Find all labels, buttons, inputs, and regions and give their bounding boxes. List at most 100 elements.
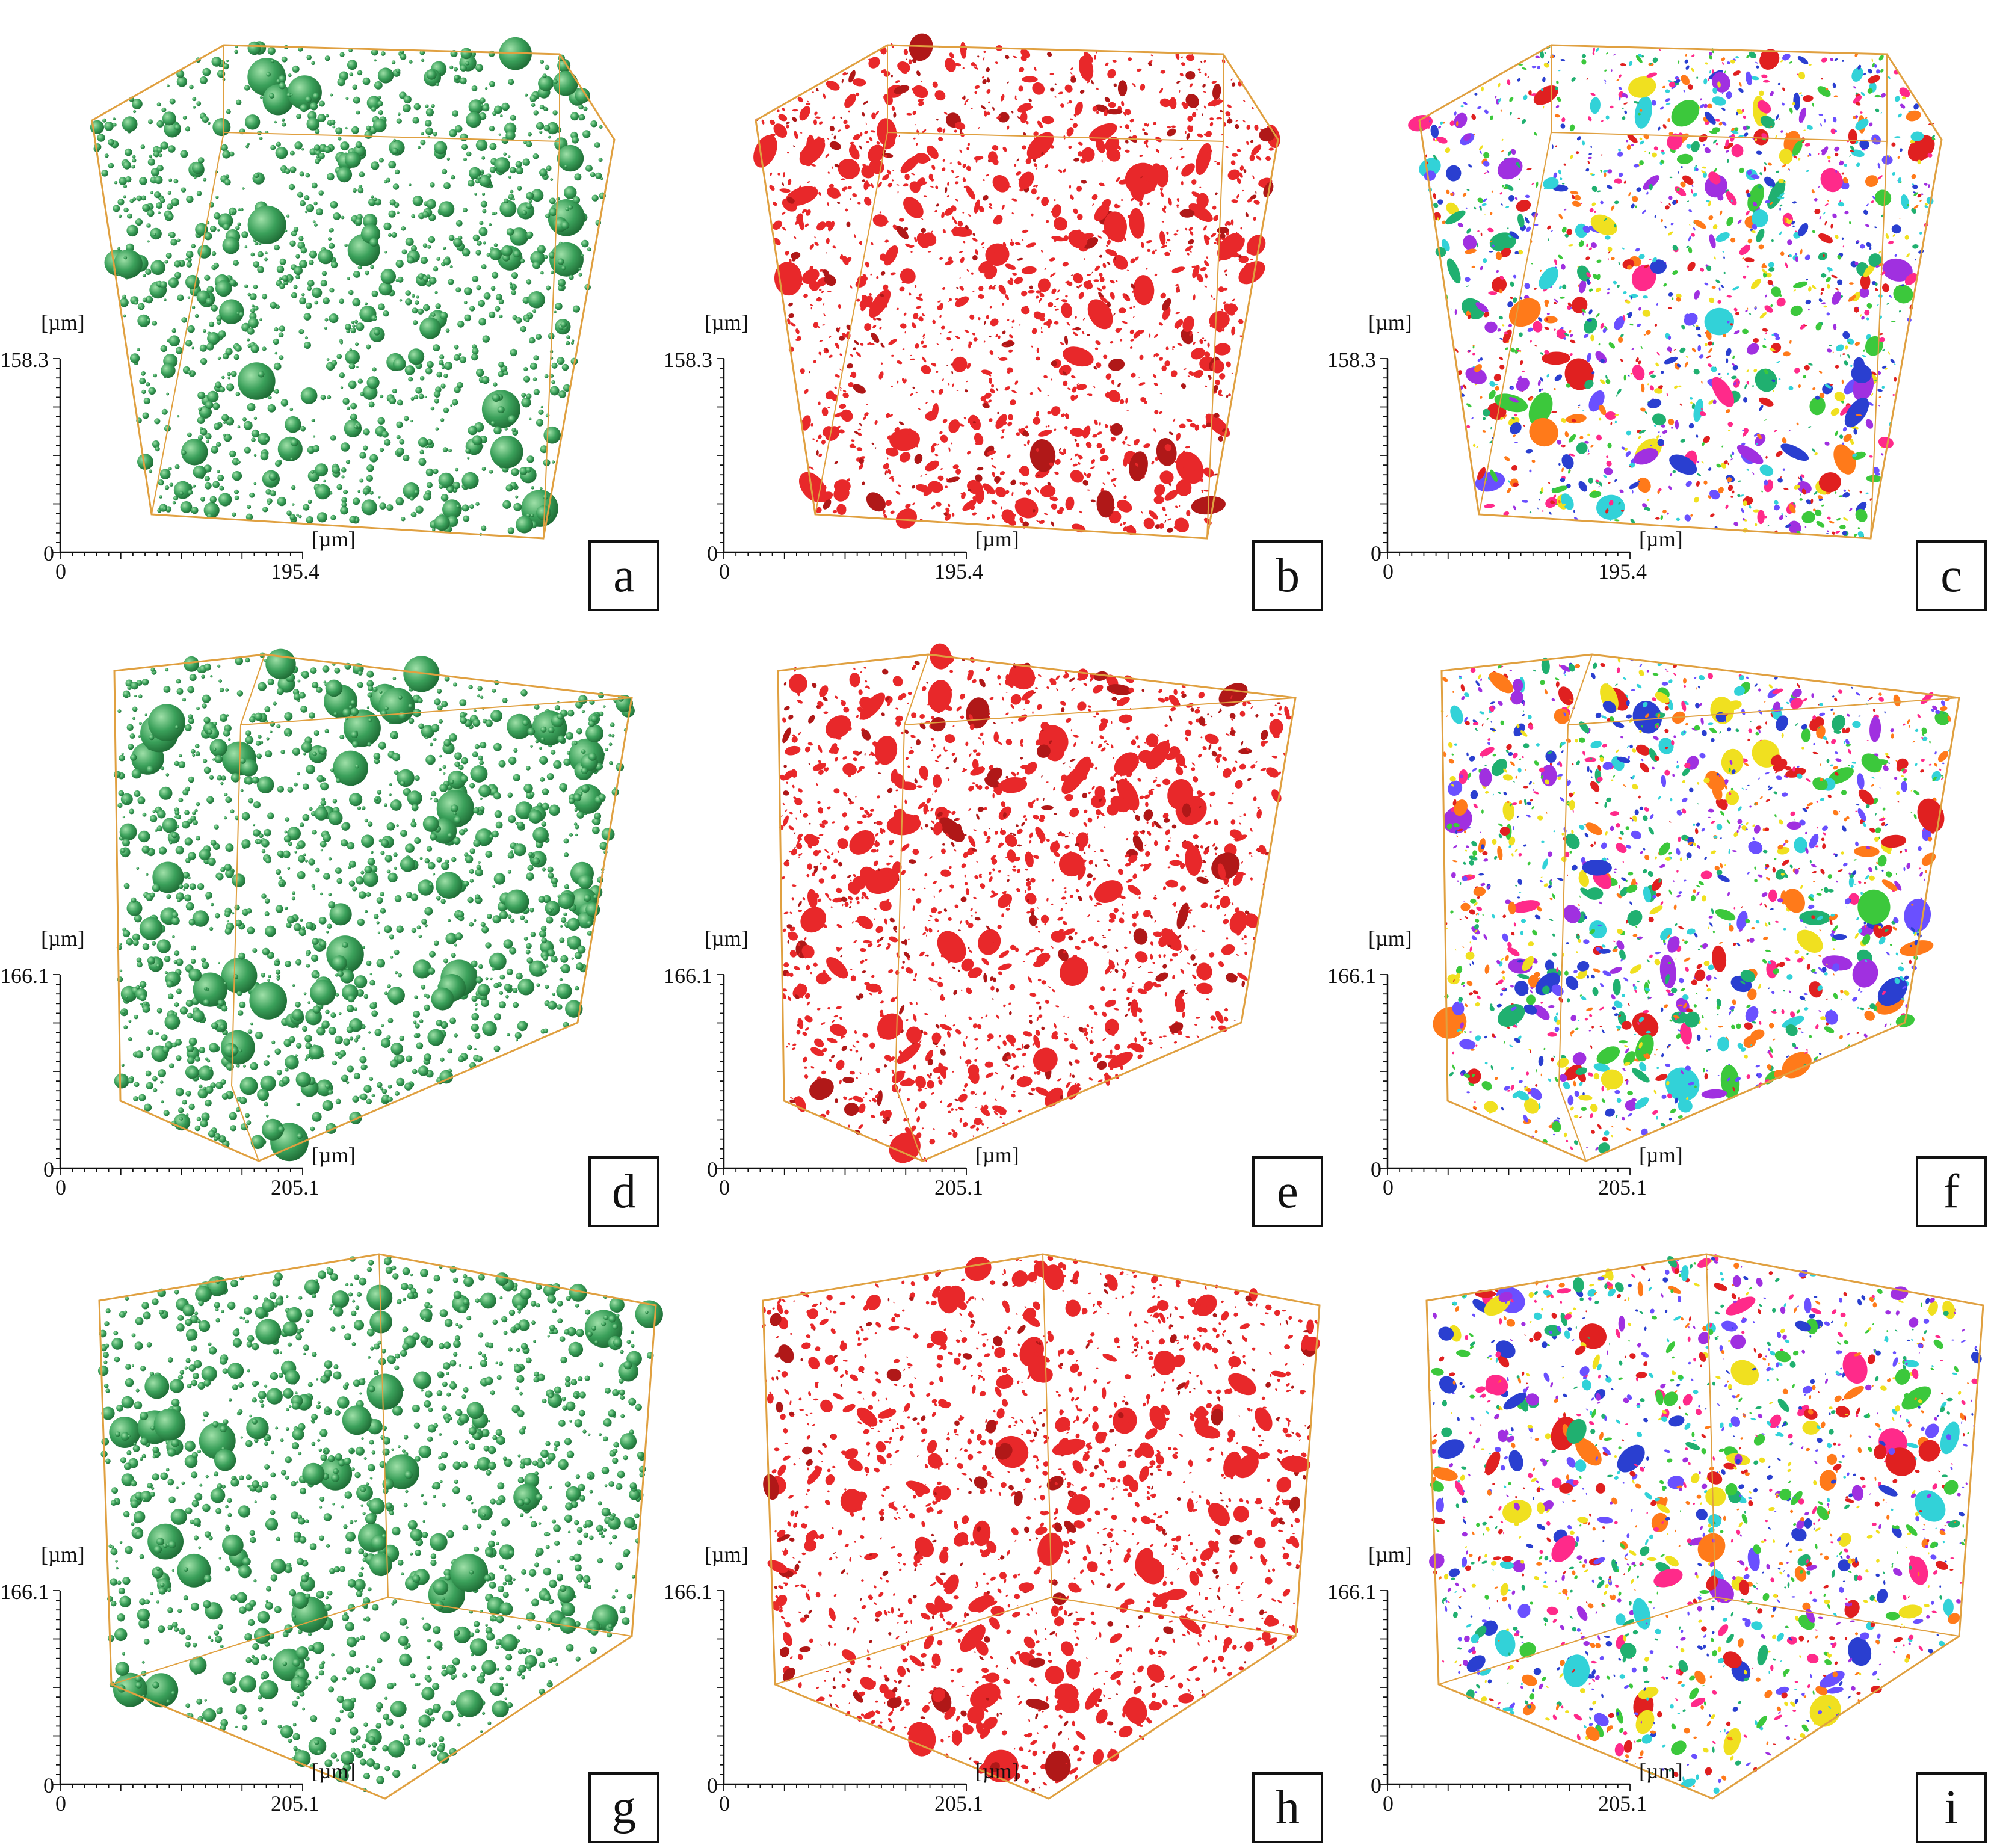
x-axis-max-label: 205.1 bbox=[1598, 1175, 1647, 1200]
y-axis-origin-label: 0 bbox=[1371, 541, 1381, 565]
axes-g bbox=[53, 1590, 303, 1791]
panel-g: [µm] 166.1 0 0 [µm] 205.1 g bbox=[0, 1232, 664, 1848]
volume-render-d bbox=[53, 648, 635, 1175]
x-axis-unit: [µm] bbox=[312, 1759, 356, 1783]
x-axis-unit: [µm] bbox=[1639, 1759, 1683, 1783]
x-axis-max-label: 205.1 bbox=[934, 1791, 983, 1816]
y-axis-max-label: 166.1 bbox=[0, 1580, 49, 1604]
x-axis-origin-label: 0 bbox=[1383, 559, 1394, 584]
x-axis-origin-label: 0 bbox=[55, 1791, 66, 1816]
panel-letter-e: e bbox=[1252, 1156, 1323, 1227]
x-axis-unit: [µm] bbox=[1639, 1143, 1683, 1167]
y-axis-origin-label: 0 bbox=[43, 541, 54, 565]
y-axis-origin-label: 0 bbox=[707, 1773, 718, 1797]
bounding-box-b bbox=[755, 44, 1279, 540]
volume-render-e bbox=[717, 643, 1297, 1175]
x-axis-origin-label: 0 bbox=[55, 559, 66, 584]
x-axis-unit: [µm] bbox=[1639, 527, 1683, 551]
y-axis-max-label: 166.1 bbox=[664, 1580, 712, 1604]
bounding-box-a bbox=[91, 44, 616, 540]
y-axis-origin-label: 0 bbox=[43, 1773, 54, 1797]
volume-render-h bbox=[717, 1253, 1321, 1800]
panel-letter-c: c bbox=[1916, 540, 1987, 611]
y-axis-max-label: 166.1 bbox=[0, 964, 49, 988]
bounding-box-c bbox=[1418, 44, 1943, 540]
bounding-box-d bbox=[113, 653, 633, 1162]
panel-letter-b: b bbox=[1252, 540, 1323, 611]
volume-render-f bbox=[1380, 653, 1960, 1175]
bounding-box-h bbox=[762, 1253, 1321, 1800]
y-axis-unit: [µm] bbox=[41, 310, 85, 334]
particle-cloud-h bbox=[762, 1255, 1320, 1791]
y-axis-unit: [µm] bbox=[705, 310, 749, 334]
panel-letter-a: a bbox=[588, 540, 659, 611]
y-axis-origin-label: 0 bbox=[1371, 1773, 1381, 1797]
y-axis-max-label: 166.1 bbox=[1327, 1580, 1376, 1604]
particle-cloud-c bbox=[1408, 46, 1936, 538]
axes-e bbox=[717, 974, 967, 1175]
particle-cloud-f bbox=[1433, 657, 1951, 1154]
volume-render-b bbox=[717, 33, 1280, 559]
panel-letter-d: d bbox=[588, 1156, 659, 1227]
panel-c: [µm] 158.3 0 0 [µm] 195.4 c bbox=[1327, 0, 1991, 616]
y-axis-origin-label: 0 bbox=[707, 541, 718, 565]
axes-b bbox=[717, 358, 967, 559]
x-axis-max-label: 205.1 bbox=[1598, 1791, 1647, 1816]
y-axis-origin-label: 0 bbox=[43, 1157, 54, 1181]
y-axis-max-label: 158.3 bbox=[0, 348, 49, 372]
bounding-box-g bbox=[98, 1253, 657, 1800]
y-axis-max-label: 166.1 bbox=[1327, 964, 1376, 988]
y-axis-unit: [µm] bbox=[1368, 1542, 1412, 1566]
y-axis-unit: [µm] bbox=[41, 1542, 85, 1566]
x-axis-max-label: 205.1 bbox=[934, 1175, 983, 1200]
x-axis-origin-label: 0 bbox=[1383, 1175, 1394, 1200]
axes-h bbox=[717, 1590, 967, 1791]
x-axis-origin-label: 0 bbox=[719, 1175, 730, 1200]
axes-f bbox=[1380, 974, 1631, 1175]
particle-cloud-g bbox=[97, 1255, 663, 1793]
x-axis-origin-label: 0 bbox=[1383, 1791, 1394, 1816]
y-axis-unit: [µm] bbox=[705, 926, 749, 950]
x-axis-unit: [µm] bbox=[975, 527, 1019, 551]
x-axis-unit: [µm] bbox=[312, 1143, 356, 1167]
volume-render-c bbox=[1380, 44, 1943, 559]
y-axis-max-label: 166.1 bbox=[664, 964, 712, 988]
x-axis-max-label: 205.1 bbox=[271, 1791, 319, 1816]
panel-h: [µm] 166.1 0 0 [µm] 205.1 h bbox=[664, 1232, 1327, 1848]
panel-letter-h: h bbox=[1252, 1772, 1323, 1843]
particle-cloud-e bbox=[777, 643, 1292, 1163]
volume-render-g bbox=[53, 1253, 663, 1800]
volume-render-i bbox=[1380, 1253, 1984, 1800]
panel-d: [µm] 166.1 0 0 [µm] 205.1 d bbox=[0, 616, 664, 1232]
panel-a: [µm] 158.3 0 0 [µm] 195.4 a bbox=[0, 0, 664, 616]
particle-cloud-d bbox=[113, 648, 635, 1162]
x-axis-origin-label: 0 bbox=[55, 1175, 66, 1200]
panel-f: [µm] 166.1 0 0 [µm] 205.1 f bbox=[1327, 616, 1991, 1232]
y-axis-max-label: 158.3 bbox=[1327, 348, 1376, 372]
x-axis-unit: [µm] bbox=[975, 1143, 1019, 1167]
panel-i: [µm] 166.1 0 0 [µm] 205.1 i bbox=[1327, 1232, 1991, 1848]
x-axis-unit: [µm] bbox=[312, 527, 356, 551]
bounding-box-e bbox=[777, 653, 1297, 1162]
panel-e: [µm] 166.1 0 0 [µm] 205.1 e bbox=[664, 616, 1327, 1232]
x-axis-origin-label: 0 bbox=[719, 559, 730, 584]
x-axis-max-label: 195.4 bbox=[1598, 559, 1647, 584]
y-axis-unit: [µm] bbox=[41, 926, 85, 950]
particle-cloud-i bbox=[1427, 1254, 1982, 1794]
y-axis-origin-label: 0 bbox=[707, 1157, 718, 1181]
panel-b: [µm] 158.3 0 0 [µm] 195.4 b bbox=[664, 0, 1327, 616]
y-axis-origin-label: 0 bbox=[1371, 1157, 1381, 1181]
axes-c bbox=[1380, 358, 1631, 559]
bounding-box-f bbox=[1440, 653, 1960, 1162]
bounding-box-i bbox=[1425, 1253, 1984, 1800]
x-axis-origin-label: 0 bbox=[719, 1791, 730, 1816]
y-axis-unit: [µm] bbox=[1368, 310, 1412, 334]
axes-a bbox=[53, 358, 303, 559]
panel-letter-i: i bbox=[1916, 1772, 1987, 1843]
particle-cloud-b bbox=[753, 33, 1280, 535]
panel-letter-f: f bbox=[1916, 1156, 1987, 1227]
x-axis-unit: [µm] bbox=[975, 1759, 1019, 1783]
x-axis-max-label: 205.1 bbox=[271, 1175, 319, 1200]
volume-render-a bbox=[53, 37, 616, 559]
